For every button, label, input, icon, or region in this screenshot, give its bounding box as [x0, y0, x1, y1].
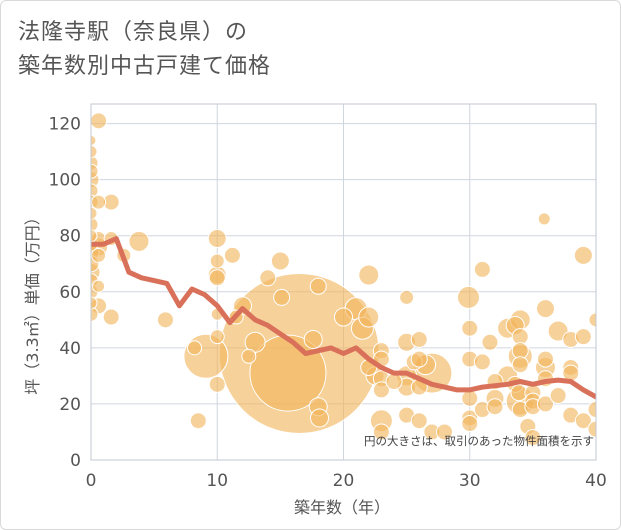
bubble-point — [303, 329, 323, 349]
bubble-point — [91, 247, 107, 263]
bubble-point — [91, 229, 98, 243]
bubble-point — [358, 306, 380, 328]
bubble-point — [189, 412, 207, 430]
bubble-point — [207, 229, 227, 249]
bubble-point — [461, 389, 479, 407]
bubble-point — [156, 311, 174, 329]
bubble-point — [587, 401, 596, 419]
average-line-series — [91, 236, 596, 400]
y-tick-label: 120 — [49, 115, 81, 135]
bubble-point — [241, 348, 257, 364]
bubble-point — [209, 253, 225, 269]
bubble-point — [91, 306, 99, 322]
bubble-point — [372, 381, 390, 399]
y-axis-label: 坪（3.3㎡）単価（万円） — [23, 209, 42, 394]
bubble-point — [91, 183, 99, 199]
x-tick-label: 10 — [206, 471, 228, 491]
bubble-point — [91, 217, 99, 233]
bubble-point — [91, 112, 108, 130]
bubble-point — [461, 319, 479, 337]
bubble-point — [410, 330, 428, 348]
chart-title-line-1: 法隆寺駅（奈良県）の — [18, 20, 249, 45]
bubble-point — [473, 260, 491, 278]
bubble-point — [273, 288, 291, 306]
bubble-point — [536, 299, 555, 319]
bubble-point — [456, 285, 480, 309]
bubble-point — [91, 206, 98, 220]
bubble-point — [128, 230, 150, 252]
chart-title-line-2: 築年数別中古戸建て価格 — [18, 54, 272, 79]
bubble-point — [549, 387, 567, 405]
bubble-point — [91, 145, 98, 159]
bubble-point — [574, 412, 592, 430]
bubble-point — [358, 264, 380, 286]
bubble-point — [259, 269, 277, 287]
y-tick-label: 60 — [59, 283, 81, 303]
bubble-point — [588, 312, 596, 328]
bubble-point — [91, 296, 98, 310]
bubble-point — [91, 163, 99, 179]
bubble-point — [385, 373, 403, 391]
y-tick-label: 100 — [49, 171, 81, 191]
chart-title: 法隆寺駅（奈良県）の 築年数別中古戸建て価格 — [18, 16, 271, 84]
bubble-point — [92, 279, 106, 293]
bubble-point — [372, 423, 390, 441]
bubble-point — [334, 307, 353, 327]
bubble-point — [208, 269, 226, 287]
bubble-point — [223, 246, 241, 264]
bubble-point — [573, 245, 593, 265]
y-tick-label: 40 — [59, 339, 81, 359]
bubble-point — [187, 340, 203, 356]
bubble-point — [461, 415, 479, 433]
bubble-point — [537, 395, 554, 413]
average-price-line — [91, 236, 596, 400]
x-axis-label: 築年数（年） — [294, 498, 390, 517]
x-tick-label: 40 — [585, 471, 607, 491]
x-tick-label: 20 — [333, 471, 355, 491]
bubble-point — [473, 353, 491, 371]
x-tick-label: 30 — [459, 471, 481, 491]
bubble-point — [399, 289, 415, 305]
bubble-point — [537, 350, 554, 368]
bubble-point — [486, 398, 504, 416]
bubble-point — [574, 328, 592, 346]
axis-ticks: 0 10 20 30 40 0 20 40 60 80 100 120 — [49, 115, 607, 491]
bubble-point — [209, 329, 225, 345]
bubble-point — [310, 408, 330, 428]
bubble-point — [524, 429, 542, 447]
bubble-point — [511, 356, 529, 374]
bubble-point — [481, 333, 499, 351]
bubble-point — [587, 420, 596, 438]
x-tick-label: 0 — [86, 471, 97, 491]
size-annotation: 円の大きさは、取引のあった物件面積を示す — [364, 434, 594, 448]
bubble-point — [309, 277, 327, 295]
bubble-point — [208, 375, 226, 393]
plot-area-border — [90, 103, 597, 461]
y-tick-label: 80 — [59, 227, 81, 247]
bubble-point — [436, 423, 453, 441]
y-tick-label: 0 — [70, 451, 81, 471]
y-tick-label: 20 — [59, 395, 81, 415]
bubble-point — [102, 308, 120, 326]
bubble-point — [270, 251, 290, 271]
bubble-point — [537, 212, 551, 226]
bubble-point — [410, 412, 428, 430]
bubble-point — [410, 350, 428, 368]
bubble-point — [91, 194, 107, 210]
bubble-point — [91, 134, 97, 146]
